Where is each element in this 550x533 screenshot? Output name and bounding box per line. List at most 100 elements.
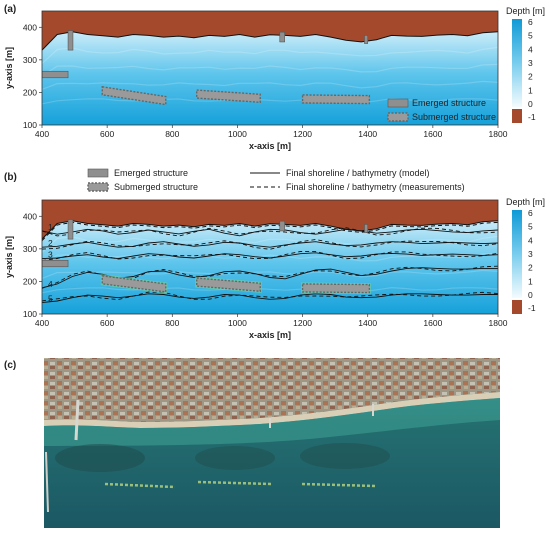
photo-jetty: [45, 451, 49, 513]
panel-a-plot: 400 600 800 1000 1200 1400 1600 1800 400 300 200 10…: [4, 10, 508, 151]
x-tick-label: 1000: [228, 318, 247, 328]
colorbar-gradient: [512, 210, 522, 298]
colorbar-land-swatch: [512, 109, 522, 123]
colorbar-tick: 0: [528, 99, 533, 109]
y-tick-label: 100: [23, 309, 37, 319]
y-tick-label: 300: [23, 244, 37, 254]
x-tick-label: 1800: [489, 318, 508, 328]
y-tick-label: 300: [23, 55, 37, 65]
x-tick-label: 1000: [228, 129, 247, 139]
depth-band: [42, 235, 498, 254]
x-tick-label: 1200: [293, 129, 312, 139]
colorbar-tick: 5: [528, 31, 533, 41]
y-tick-label: 400: [23, 22, 37, 32]
depth-band: [42, 63, 498, 77]
photo-seagrass-2: [195, 446, 275, 470]
y-tick-label: 100: [23, 120, 37, 130]
colorbar-tick: 2: [528, 72, 533, 82]
depth-band: [42, 269, 498, 279]
colorbar-tick: 4: [528, 235, 533, 245]
x-tick-label: 1600: [423, 129, 442, 139]
depth-band: [42, 80, 498, 90]
submerged-structure-2: [196, 277, 261, 293]
depth-band: [42, 46, 498, 65]
colorbar-b: Depth [m]6 5 4 3 2 1 0 -1: [506, 197, 545, 314]
colorbar-tick: 4: [528, 44, 533, 54]
legend-b-submerged-label: Submerged structure: [114, 182, 198, 192]
panel-label-c: (c): [4, 360, 16, 371]
x-tick-label: 1400: [358, 318, 377, 328]
contour-label-3: 3: [48, 250, 53, 260]
colorbar-tick: 1: [528, 85, 533, 95]
plot-frame: [41, 10, 499, 126]
contour-measured-2: [42, 239, 498, 250]
contour-measured-1: [42, 227, 498, 237]
photo-beach: [44, 392, 500, 428]
land-area: [42, 11, 498, 51]
x-axis-title: x-axis [m]: [249, 330, 291, 340]
photo-town-shade: [44, 358, 500, 422]
x-tick-label: 800: [165, 129, 179, 139]
colorbar-tick: 3: [528, 58, 533, 68]
legend-b: Emerged structure Submerged structure Fi…: [87, 168, 465, 192]
panel-label-b: (b): [4, 172, 17, 183]
x-axis-title: x-axis [m]: [249, 141, 291, 151]
legend-a-submerged-label: Submerged structure: [412, 112, 496, 122]
colorbar-tick: 0: [528, 290, 533, 300]
colorbar-land-swatch: [512, 300, 522, 314]
x-tick-label: 1400: [358, 129, 377, 139]
x-tick-label: 1200: [293, 318, 312, 328]
contour-model-1: [42, 228, 498, 237]
colorbar-a: Depth [m]6 5 4 3 2 1 0 -1: [506, 6, 545, 123]
legend-a: Emerged structure Submerged structure: [387, 98, 496, 122]
legend-b-emerged-swatch: [87, 168, 109, 178]
emerged-structure-2: [67, 30, 74, 51]
colorbar-tick: 6: [528, 17, 533, 27]
legend-b-measurements-label: Final shoreline / bathymetry (measuremen…: [286, 182, 465, 192]
legend-a-submerged-swatch: [387, 112, 409, 122]
contour-model-2: [42, 241, 498, 248]
emerged-structure-3: [279, 220, 285, 232]
legend-b-submerged-swatch: [87, 182, 109, 192]
contour-label-1: 1: [48, 222, 53, 232]
emerged-structure-4: [364, 35, 369, 44]
colorbar-title: Depth [m]: [506, 6, 545, 16]
submerged-structure-3: [301, 94, 371, 105]
colorbar-tick: -1: [528, 112, 536, 122]
contour-label-4: 4: [48, 279, 53, 289]
colorbar-gradient: [512, 19, 522, 107]
depth-band: [42, 252, 498, 266]
emerged-structure-2: [67, 219, 74, 240]
emerged-structure-1: [42, 259, 69, 268]
colorbar-tick: 3: [528, 249, 533, 259]
legend-b-emerged-label: Emerged structure: [114, 168, 188, 178]
photo-seagrass-1: [55, 444, 145, 472]
y-axis-title: y-axis [m]: [4, 236, 14, 278]
legend-b-model-label: Final shoreline / bathymetry (model): [286, 168, 430, 178]
y-tick-label: 400: [23, 211, 37, 221]
submerged-structure-2: [196, 89, 261, 104]
x-tick-label: 800: [165, 318, 179, 328]
x-tick-label: 600: [100, 318, 114, 328]
x-tick-label: 600: [100, 129, 114, 139]
colorbar-tick: 1: [528, 276, 533, 286]
x-tick-label: 1600: [423, 318, 442, 328]
aerial-photo: [44, 358, 500, 528]
emerged-structure-4: [364, 224, 369, 233]
submerged-structure-1: [101, 275, 167, 293]
x-tick-label: 400: [35, 129, 49, 139]
legend-a-emerged-label: Emerged structure: [412, 98, 486, 108]
legend-a-emerged-swatch: [387, 98, 409, 108]
land-area: [42, 200, 498, 240]
submerged-structure-3: [301, 283, 371, 294]
y-axis-title: y-axis [m]: [4, 47, 14, 89]
contour-measured-3: [42, 250, 498, 262]
colorbar-tick: 5: [528, 222, 533, 232]
colorbar-title: Depth [m]: [506, 197, 545, 207]
emerged-structure-1: [42, 70, 69, 79]
contour-model-5: [42, 293, 498, 304]
photo-town: [44, 358, 500, 422]
contour-label-2: 2: [48, 238, 53, 248]
colorbar-tick: 6: [528, 208, 533, 218]
